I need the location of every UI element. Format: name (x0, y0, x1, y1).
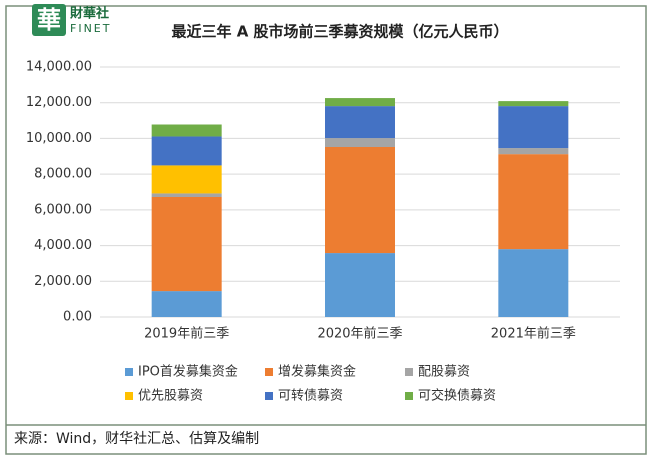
bar-segment (498, 249, 569, 317)
legend-label: IPO首发募集资金 (138, 364, 238, 380)
bar-segment (325, 106, 395, 139)
y-tick-label: 14,000.00 (26, 60, 92, 75)
bar-segment (325, 253, 395, 317)
bar-segment (325, 138, 395, 147)
y-tick-label: 6,000.00 (34, 202, 92, 217)
bar-segment (325, 98, 395, 107)
x-tick-label: 2021年前三季 (491, 326, 576, 342)
legend-label: 可交换债募资 (418, 388, 496, 404)
legend-swatch (405, 392, 413, 400)
bar-segment (151, 197, 222, 292)
x-tick-label: 2020年前三季 (317, 326, 402, 342)
bar-segment (151, 291, 222, 317)
y-tick-label: 8,000.00 (34, 167, 92, 182)
logo-mark: 華 (37, 6, 61, 34)
chart-title: 最近三年 A 股市场前三季募资规模（亿元人民币） (171, 23, 508, 41)
legend-swatch (125, 392, 133, 400)
source-note: 来源：Wind，财华社汇总、估算及编制 (14, 431, 259, 447)
legend-label: 可转债募资 (278, 389, 343, 404)
y-tick-label: 10,000.00 (26, 131, 92, 146)
legend-swatch (125, 368, 133, 376)
logo-box (32, 4, 66, 36)
bar-segment (325, 147, 395, 254)
bar-segment (498, 101, 569, 107)
y-tick-label: 4,000.00 (34, 238, 92, 253)
legend-swatch (265, 368, 273, 376)
bar-segment (498, 154, 569, 250)
bar-segment (151, 165, 222, 194)
legend-swatch (265, 392, 273, 400)
x-tick-label: 2019年前三季 (144, 326, 229, 342)
bar-segment (498, 106, 569, 149)
y-tick-label: 0.00 (63, 310, 92, 325)
legend-label: 增发募集资金 (278, 364, 356, 380)
y-tick-label: 2,000.00 (34, 274, 92, 289)
legend-label: 优先股募资 (138, 389, 203, 404)
logo-text: 財華社 (69, 6, 109, 22)
bar-segment (151, 124, 222, 137)
bar-segment (151, 193, 222, 197)
bar-segment (498, 148, 569, 155)
logo-sub: FINET (70, 22, 111, 35)
legend-swatch (405, 368, 413, 376)
legend-label: 配股募资 (418, 365, 470, 380)
bar-segment (151, 136, 222, 166)
y-tick-label: 12,000.00 (26, 95, 92, 110)
